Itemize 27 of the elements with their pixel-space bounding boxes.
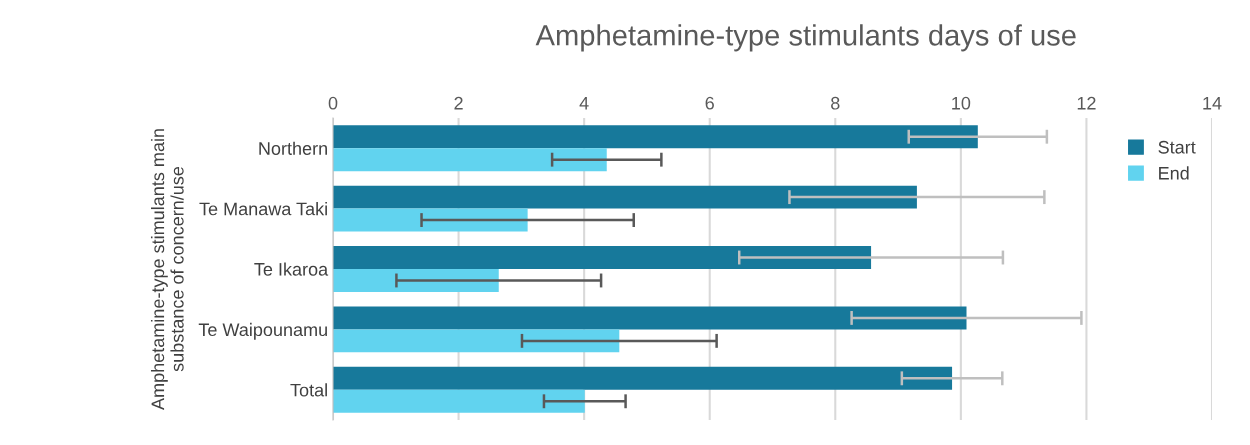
bar	[333, 389, 585, 413]
y-tick-label: Total	[290, 383, 327, 397]
bar	[333, 269, 499, 292]
y-tick-label: Northern	[259, 141, 327, 155]
x-tick-label: 14	[1203, 96, 1222, 110]
x-tick-label: 4	[579, 96, 589, 110]
legend-label: Start	[1158, 140, 1196, 154]
x-tick-label: 0	[328, 96, 338, 110]
bar	[333, 306, 967, 330]
bar	[333, 208, 528, 232]
bar	[333, 246, 872, 269]
y-tick-label: Te Waipounamu	[198, 322, 327, 340]
y-tick-label: Te Manawa Taki	[199, 202, 327, 216]
bar	[333, 366, 953, 390]
legend-label: End	[1159, 166, 1189, 180]
bar	[333, 148, 607, 172]
bar	[333, 125, 978, 149]
x-tick-label: 8	[831, 96, 840, 110]
x-tick-label: 12	[1077, 96, 1096, 110]
y-axis-title: Amphetamine-type stimulants main substance of concern/use	[150, 129, 184, 410]
x-tick-label: 6	[705, 96, 714, 110]
x-tick-label: 10	[952, 96, 971, 110]
chart-title: Amphetamine-type stimulants days of use	[535, 24, 1076, 52]
y-tick-label: Te Ikaroa	[254, 262, 329, 276]
bar	[333, 329, 620, 353]
x-tick-label: 2	[454, 96, 463, 110]
bar	[333, 185, 917, 209]
